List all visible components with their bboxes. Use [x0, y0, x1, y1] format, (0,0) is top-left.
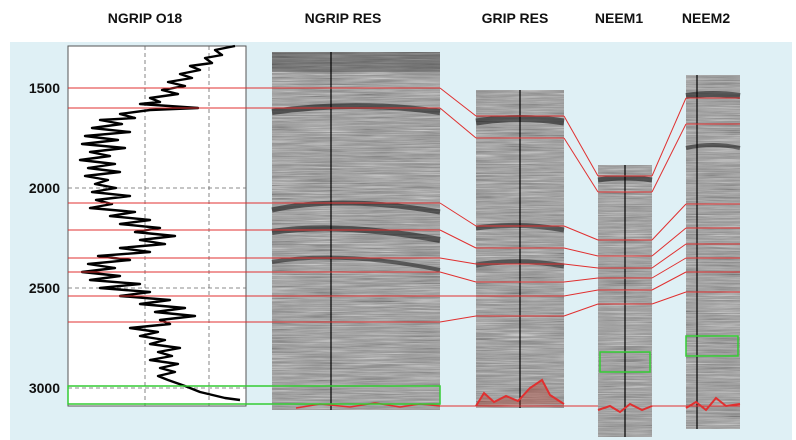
ngrip-o18-panel	[67, 44, 247, 407]
highlight-box-neem2	[685, 335, 739, 357]
grip-res-radargram	[475, 90, 565, 408]
neem2-radargram	[685, 75, 741, 429]
o18-curve	[78, 44, 241, 402]
correlation-lines	[68, 87, 740, 407]
header-neem1: NEEM1	[595, 10, 643, 26]
header-neem2: NEEM2	[682, 10, 730, 26]
header-ngrip-res: NGRIP RES	[305, 10, 382, 26]
depth-label-3000: 3000	[29, 380, 60, 396]
depth-label-2000: 2000	[29, 180, 60, 196]
header-grip-res: GRIP RES	[482, 10, 549, 26]
ngrip-res-radargram	[271, 52, 441, 410]
header-ngrip-o18: NGRIP O18	[108, 10, 183, 26]
highlight-box-ngrip	[67, 385, 441, 405]
highlight-box-neem1	[599, 351, 651, 373]
depth-label-2500: 2500	[29, 280, 60, 296]
highlight-boxes	[67, 335, 739, 405]
neem1-radargram	[597, 165, 653, 437]
depth-label-1500: 1500	[29, 80, 60, 96]
